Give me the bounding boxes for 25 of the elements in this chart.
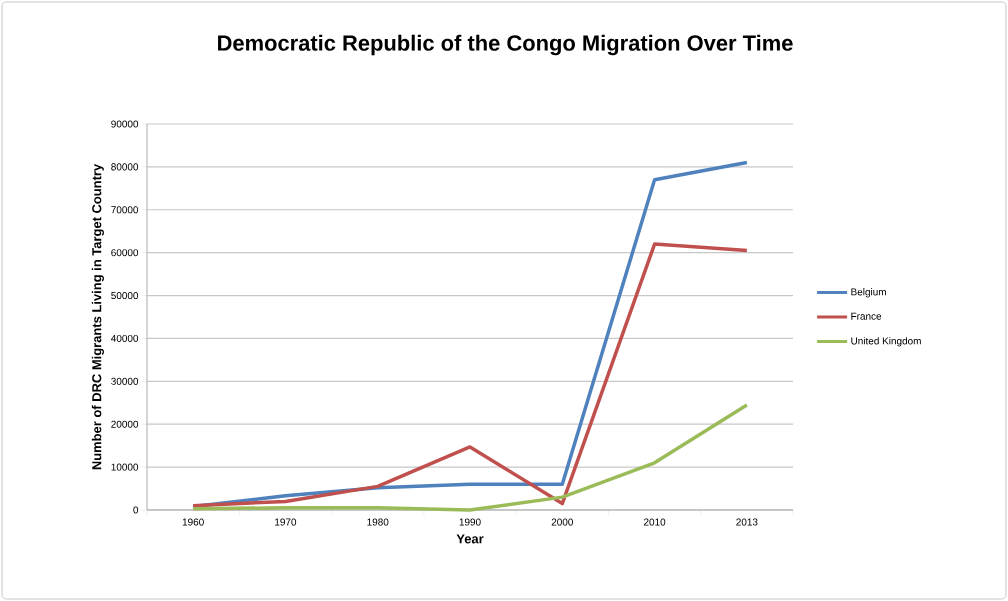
legend-label: France [851,312,882,320]
line-series [191,403,749,512]
x-tick-label: 2000 [551,518,573,526]
chart-title: Democratic Republic of the Congo Migration Over Time [218,34,793,56]
y-tick-label: 90000 [111,120,139,128]
legend-label: United Kingdom [851,337,921,347]
y-tick-label: 40000 [111,334,139,342]
x-axis-title: Year [456,534,484,544]
y-tick-label: 10000 [111,463,139,471]
y-tick-label: 70000 [111,206,139,214]
y-axis-title: Number of DRC Migrants Living in Target Country [91,163,104,470]
x-tick-label: 1970 [275,518,297,526]
legend-label: Belgium [851,288,886,298]
x-tick-label: 2013 [736,518,758,526]
x-tick-label: 1960 [182,518,204,526]
line-series [191,242,749,508]
y-tick-label: 30000 [111,377,139,385]
y-tick-label: 80000 [111,163,139,171]
y-tick-label: 50000 [111,292,139,300]
x-tick-label: 2010 [644,518,666,526]
y-tick-label: 20000 [111,420,139,428]
y-tick-label: 0 [133,506,139,514]
y-tick-label: 60000 [111,249,139,257]
x-tick-label: 1990 [459,518,481,526]
x-tick-label: 1980 [367,518,389,526]
